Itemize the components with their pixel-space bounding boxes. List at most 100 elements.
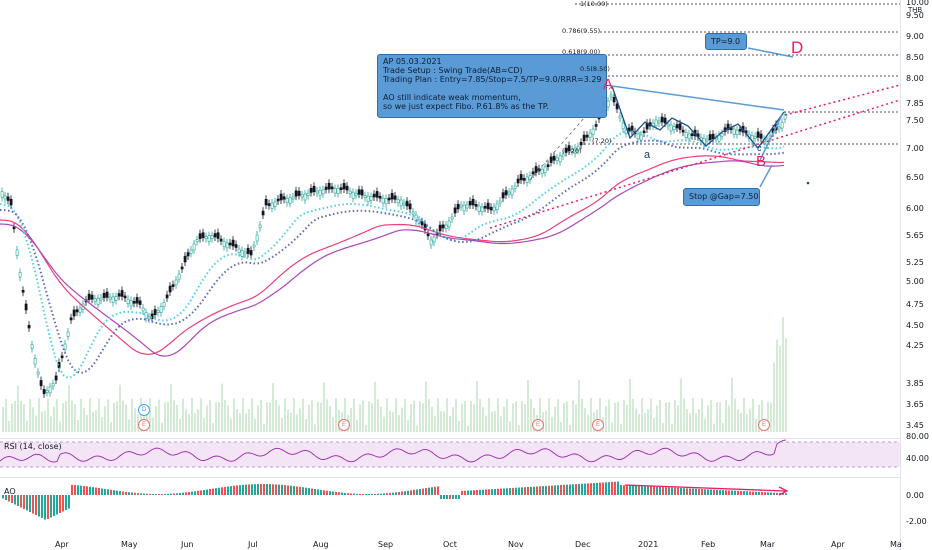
volume-bar — [389, 410, 391, 432]
candle-body — [318, 189, 322, 197]
ao-bar — [302, 487, 304, 495]
volume-bar — [599, 398, 601, 432]
candle-body — [504, 190, 508, 196]
volume-bar — [680, 378, 682, 432]
ao-bar — [662, 487, 664, 495]
candle-body — [480, 206, 484, 212]
earnings-event-icon[interactable]: E — [338, 419, 350, 431]
earnings-event-icon[interactable]: E — [138, 419, 150, 431]
ao-bar — [110, 489, 112, 495]
candle-body — [468, 200, 472, 206]
volume-bar — [515, 401, 517, 432]
volume-bar — [374, 381, 376, 432]
pane-divider-rsi[interactable] — [0, 438, 900, 439]
ao-bar — [365, 493, 367, 495]
volume-bar — [293, 398, 295, 432]
candle-body — [432, 236, 436, 243]
volume-bar — [623, 400, 625, 432]
ao-bar — [506, 488, 508, 495]
pane-divider-ao[interactable] — [0, 477, 900, 478]
candle-body — [450, 216, 454, 220]
ao-bar — [416, 489, 418, 495]
ao-bar — [515, 487, 517, 495]
ao-bar — [785, 493, 787, 495]
ao-bar — [134, 492, 136, 495]
candle-body — [780, 122, 784, 129]
wave-a-label: a — [644, 149, 651, 161]
ao-bar — [116, 490, 118, 495]
candle-body — [561, 153, 565, 157]
abcd-pattern — [611, 85, 785, 150]
ao-pane-label[interactable]: AO — [4, 487, 16, 496]
candle-body — [381, 197, 385, 204]
analysis-note-callout[interactable]: AP 05.03.2021 Trade Setup : Swing Trade(… — [377, 54, 607, 118]
earnings-event-icon[interactable]: E — [532, 419, 544, 431]
volume-bar — [308, 404, 310, 432]
candle-body — [54, 375, 58, 381]
ao-bar — [320, 489, 322, 495]
price-axis[interactable] — [900, 0, 932, 550]
candle-body — [18, 272, 22, 278]
time-axis-tick: Feb — [701, 540, 716, 549]
volume-bar — [719, 402, 721, 432]
volume-bar — [236, 409, 238, 432]
ao-bar — [200, 490, 202, 495]
candle-body — [171, 284, 175, 287]
volume-bar — [161, 422, 163, 432]
rsi-pane-label[interactable]: RSI (14, close) — [4, 442, 62, 451]
ao-bar — [164, 493, 166, 495]
candle-body — [393, 195, 397, 200]
ao-bar — [623, 485, 625, 495]
ao-bar — [323, 490, 325, 495]
ao-bar — [503, 488, 505, 495]
volume-bar — [248, 408, 250, 432]
ao-bar — [167, 493, 169, 495]
ao-bar — [425, 488, 427, 495]
volume-bar — [194, 413, 196, 432]
ao-bar — [239, 485, 241, 495]
volume-bar — [494, 410, 496, 432]
volume-bar — [590, 398, 592, 432]
time-axis-tick: Ma — [890, 540, 902, 549]
candle-body — [351, 191, 355, 199]
volume-bar — [380, 406, 382, 432]
note-line: AO still indicate weak momentum, — [383, 93, 521, 102]
candle-body — [270, 202, 274, 209]
candle-body — [495, 203, 499, 210]
volume-bar — [89, 398, 91, 432]
ao-bar — [749, 491, 751, 495]
ao-bar — [65, 495, 67, 510]
candle-body — [300, 194, 304, 198]
candle-body — [753, 136, 757, 139]
candle-body — [384, 198, 388, 205]
volume-bar — [422, 403, 424, 432]
ao-bar — [566, 484, 568, 495]
stop-loss-callout[interactable]: Stop @Gap=7.50 — [683, 188, 760, 206]
ao-bar — [143, 493, 145, 495]
ao-bar — [614, 481, 616, 495]
ao-bar — [755, 491, 757, 495]
volume-bar — [440, 411, 442, 432]
ao-bar — [632, 485, 634, 495]
candle-body — [654, 119, 658, 127]
volume-bar — [767, 401, 769, 432]
candle-body — [357, 189, 361, 195]
candle-body — [345, 185, 349, 191]
dividend-event-icon[interactable]: D — [138, 404, 150, 416]
ao-bar — [218, 487, 220, 495]
candle-body — [183, 255, 187, 263]
volume-bar — [569, 424, 571, 432]
candle-body — [123, 295, 127, 299]
candle-body — [615, 103, 619, 110]
volume-bar — [725, 399, 727, 432]
ao-bar — [230, 486, 232, 495]
earnings-event-icon[interactable]: E — [758, 419, 770, 431]
ao-bar — [722, 490, 724, 495]
candle-body — [279, 193, 283, 201]
volume-bar — [749, 408, 751, 432]
ao-bar — [713, 489, 715, 495]
earnings-event-icon[interactable]: E — [592, 419, 604, 431]
take-profit-callout[interactable]: TP=9.0 — [705, 33, 747, 50]
